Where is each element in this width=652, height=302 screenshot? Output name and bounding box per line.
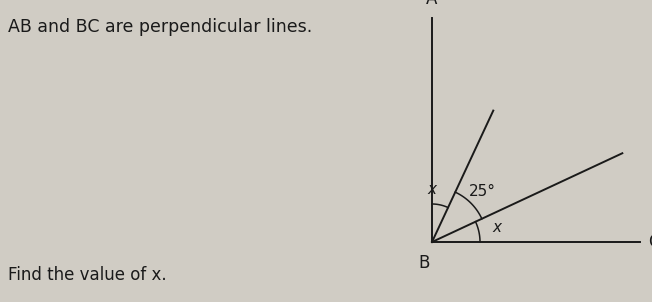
Text: AB and BC are perpendicular lines.: AB and BC are perpendicular lines. xyxy=(8,18,312,36)
Text: A: A xyxy=(426,0,437,8)
Text: x: x xyxy=(427,182,436,197)
Text: Find the value of x.: Find the value of x. xyxy=(8,266,167,284)
Text: C: C xyxy=(648,233,652,251)
Text: x: x xyxy=(492,220,501,235)
Text: 25°: 25° xyxy=(469,184,496,199)
Text: B: B xyxy=(419,254,430,272)
